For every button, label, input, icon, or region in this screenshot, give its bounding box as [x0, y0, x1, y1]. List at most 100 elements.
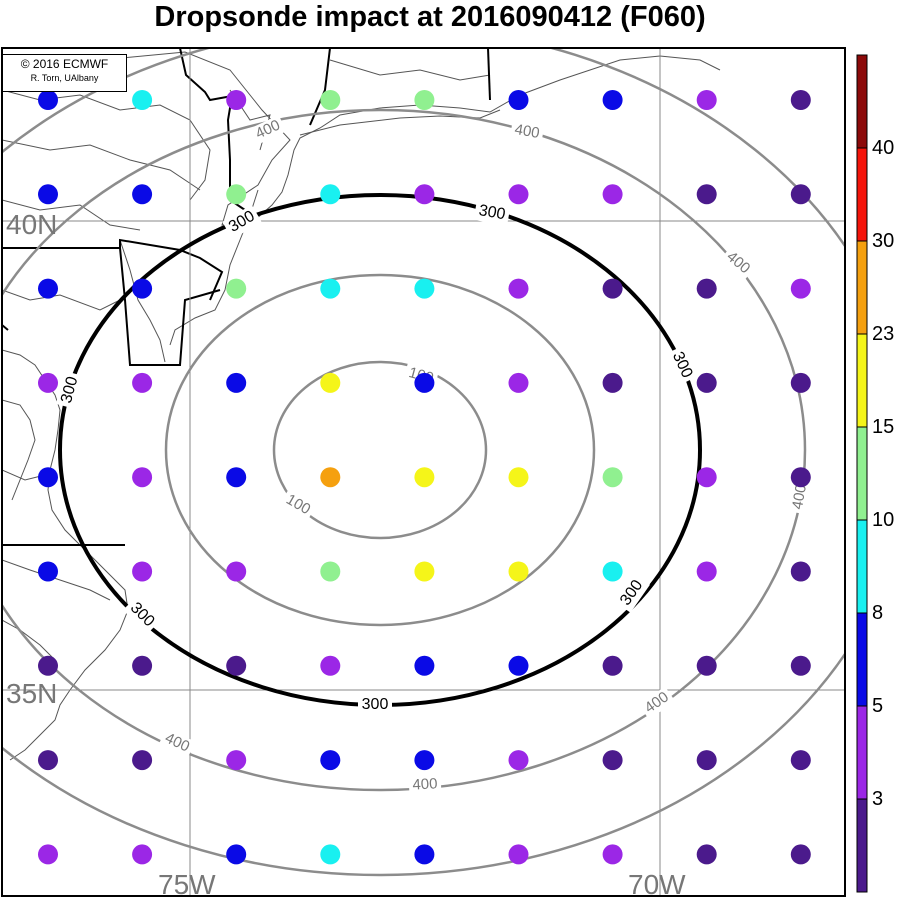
impact-dot — [132, 750, 153, 771]
colorbar-swatch — [857, 613, 867, 706]
impact-dot — [320, 372, 341, 393]
impact-dot — [414, 467, 435, 488]
impact-dot — [38, 467, 58, 488]
impact-dot — [602, 90, 623, 110]
colorbar-frame — [856, 54, 868, 893]
contour-label-300-s: 300 — [362, 696, 389, 713]
impact-dot — [132, 372, 153, 393]
impact-dot — [696, 655, 717, 676]
impact-dot — [320, 467, 341, 488]
impact-dot — [320, 561, 341, 582]
impact-dot — [790, 184, 811, 205]
impact-dot — [602, 561, 623, 582]
impact-dot — [508, 184, 529, 205]
impact-dot — [414, 844, 435, 865]
colorbar-swatch — [857, 55, 867, 148]
impact-dot — [414, 750, 435, 771]
colorbar-swatch — [857, 520, 867, 613]
impact-dot — [132, 90, 153, 110]
impact-dot — [508, 561, 529, 582]
impact-dot — [602, 844, 623, 865]
impact-dot — [132, 655, 153, 676]
colorbar-label: 10 — [872, 509, 895, 531]
impact-dot — [508, 655, 529, 676]
impact-dot — [38, 278, 58, 299]
impact-dot — [38, 184, 58, 205]
impact-dot — [602, 750, 623, 771]
colorbar-label: 30 — [872, 230, 895, 252]
impact-dot — [414, 561, 435, 582]
impact-dot — [38, 750, 58, 771]
colorbar-swatch — [857, 148, 867, 241]
colorbar-label: 23 — [872, 323, 895, 345]
lat-label-40n: 40N — [6, 209, 57, 240]
impact-dot — [602, 278, 623, 299]
impact-dot — [414, 90, 435, 110]
impact-dot — [320, 90, 341, 110]
contour-label-400-s: 400 — [412, 775, 438, 793]
impact-dot — [790, 844, 811, 865]
impact-dot — [38, 372, 58, 393]
colorbar-swatch — [857, 334, 867, 427]
colorbar-label: 5 — [872, 695, 884, 717]
impact-dot — [320, 184, 341, 205]
impact-dot — [508, 278, 529, 299]
impact-dot — [226, 467, 247, 488]
impact-dot — [602, 655, 623, 676]
impact-dot — [602, 184, 623, 205]
impact-dot — [226, 655, 247, 676]
impact-dot — [696, 561, 717, 582]
impact-dot — [790, 655, 811, 676]
impact-dot — [508, 372, 529, 393]
impact-dot — [226, 278, 247, 299]
impact-dot — [226, 184, 247, 205]
impact-dot — [508, 467, 529, 488]
impact-dot — [38, 561, 58, 582]
impact-dot — [38, 90, 58, 110]
contour-500 — [2, 48, 845, 877]
impact-dot — [414, 278, 435, 299]
colorbar-swatch — [857, 241, 867, 334]
impact-dot — [602, 467, 623, 488]
lon-label-75w: 75W — [158, 869, 216, 900]
lat-label-35n: 35N — [6, 678, 57, 709]
impact-dot — [226, 561, 247, 582]
impact-dot — [696, 278, 717, 299]
colorbar-label: 3 — [872, 788, 884, 810]
credit-copyright: © 2016 ECMWF — [20, 57, 109, 71]
impact-dot — [226, 750, 247, 771]
coastline — [2, 51, 721, 761]
impact-dot — [132, 467, 153, 488]
impact-dot — [790, 750, 811, 771]
impact-dot — [602, 372, 623, 393]
impact-dot — [414, 184, 435, 205]
impact-dot — [790, 278, 811, 299]
impact-dot — [132, 844, 153, 865]
contour-200 — [164, 273, 596, 627]
impact-dot — [508, 90, 529, 110]
impact-dot — [696, 844, 717, 865]
impact-dot — [132, 184, 153, 205]
impact-dot — [696, 372, 717, 393]
impact-dot — [696, 184, 717, 205]
contour-label-400-n: 400 — [513, 121, 541, 142]
impact-dot — [38, 655, 58, 676]
impact-dot — [320, 750, 341, 771]
impact-dot — [790, 467, 811, 488]
impact-dot — [320, 278, 341, 299]
impact-dot — [132, 561, 153, 582]
contour-label-400-e: 400 — [789, 483, 810, 511]
contour-400 — [2, 108, 807, 792]
colorbar-label: 15 — [872, 416, 895, 438]
colorbar-swatch — [857, 799, 867, 892]
colorbar-swatch — [857, 427, 867, 520]
state-borders — [2, 48, 491, 546]
impact-dot — [790, 561, 811, 582]
impact-dot — [790, 372, 811, 393]
contour-label-300-n: 300 — [477, 202, 506, 223]
lon-label-70w: 70W — [628, 869, 686, 900]
impact-dot — [320, 655, 341, 676]
impact-dot — [696, 467, 717, 488]
impact-dot — [226, 372, 247, 393]
map-title: Dropsonde impact at 2016090412 (F060) — [154, 1, 706, 33]
